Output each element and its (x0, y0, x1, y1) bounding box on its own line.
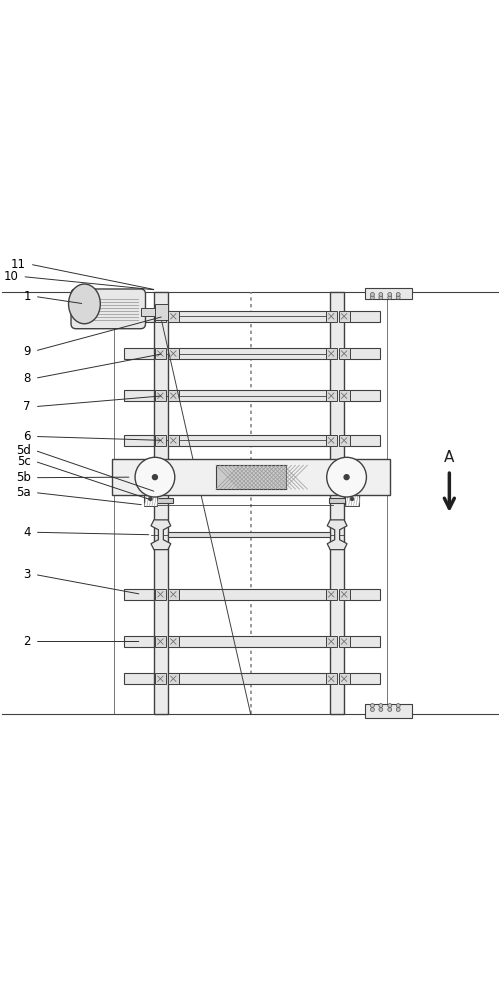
Bar (155, 348, 166, 359)
Circle shape (344, 475, 349, 480)
Text: 2: 2 (23, 635, 31, 648)
Polygon shape (151, 520, 171, 550)
Bar (112, 459, 390, 495)
Bar (339, 311, 350, 322)
Bar (168, 435, 179, 446)
Text: 5c: 5c (17, 455, 31, 468)
Circle shape (370, 292, 374, 296)
Circle shape (379, 704, 383, 708)
Bar (339, 589, 350, 600)
Bar (339, 348, 350, 359)
Bar (124, 390, 380, 401)
Circle shape (370, 704, 374, 708)
Bar (168, 636, 179, 647)
Bar (144, 498, 173, 503)
Text: 11: 11 (11, 258, 26, 271)
Circle shape (396, 295, 400, 299)
Circle shape (388, 295, 392, 299)
Text: 7: 7 (23, 400, 31, 413)
Bar (168, 673, 179, 684)
Circle shape (388, 292, 392, 296)
Bar (339, 390, 350, 401)
Bar (339, 636, 350, 647)
Circle shape (388, 708, 392, 712)
Circle shape (388, 704, 392, 708)
Bar (144, 492, 157, 506)
Ellipse shape (68, 284, 100, 324)
Bar (345, 492, 359, 506)
Bar (330, 292, 344, 714)
Bar (339, 435, 350, 446)
Text: 8: 8 (23, 372, 31, 385)
Bar (155, 390, 166, 401)
Text: 5a: 5a (16, 486, 31, 499)
Bar (155, 673, 166, 684)
Bar (326, 636, 337, 647)
Bar (155, 304, 168, 320)
Text: 3: 3 (23, 568, 31, 581)
Circle shape (350, 497, 354, 501)
Circle shape (379, 295, 383, 299)
Text: 5b: 5b (16, 471, 31, 484)
Bar (124, 435, 380, 446)
Bar (168, 348, 179, 359)
Circle shape (396, 704, 400, 708)
Circle shape (379, 292, 383, 296)
Circle shape (396, 292, 400, 296)
Bar (141, 308, 155, 316)
Circle shape (396, 708, 400, 712)
Bar (326, 589, 337, 600)
Text: 4: 4 (23, 526, 31, 539)
Bar (216, 465, 285, 489)
Circle shape (379, 708, 383, 712)
Bar (365, 288, 412, 299)
Text: 5d: 5d (16, 444, 31, 457)
Bar (326, 390, 337, 401)
Circle shape (370, 295, 374, 299)
Bar (168, 390, 179, 401)
Text: 10: 10 (3, 270, 18, 283)
Bar (365, 704, 412, 718)
Bar (326, 673, 337, 684)
Polygon shape (327, 520, 347, 550)
FancyBboxPatch shape (71, 289, 146, 329)
Bar (329, 498, 359, 503)
Bar (155, 589, 166, 600)
Bar (124, 673, 380, 684)
Bar (326, 435, 337, 446)
Circle shape (327, 457, 366, 497)
Bar (124, 636, 380, 647)
Text: 6: 6 (23, 430, 31, 443)
Bar (326, 311, 337, 322)
Bar (155, 636, 166, 647)
Bar (124, 311, 380, 322)
Text: 9: 9 (23, 345, 31, 358)
Circle shape (370, 708, 374, 712)
Bar (124, 589, 380, 600)
Circle shape (149, 497, 152, 501)
Circle shape (152, 475, 157, 480)
Bar (168, 311, 179, 322)
Bar (168, 532, 330, 537)
Text: 1: 1 (23, 290, 31, 303)
Text: A: A (444, 450, 455, 465)
Bar (155, 311, 166, 322)
Circle shape (135, 457, 175, 497)
Bar (155, 435, 166, 446)
Bar (154, 292, 168, 714)
Bar (339, 673, 350, 684)
Bar (124, 348, 380, 359)
Bar (326, 348, 337, 359)
Bar (168, 589, 179, 600)
